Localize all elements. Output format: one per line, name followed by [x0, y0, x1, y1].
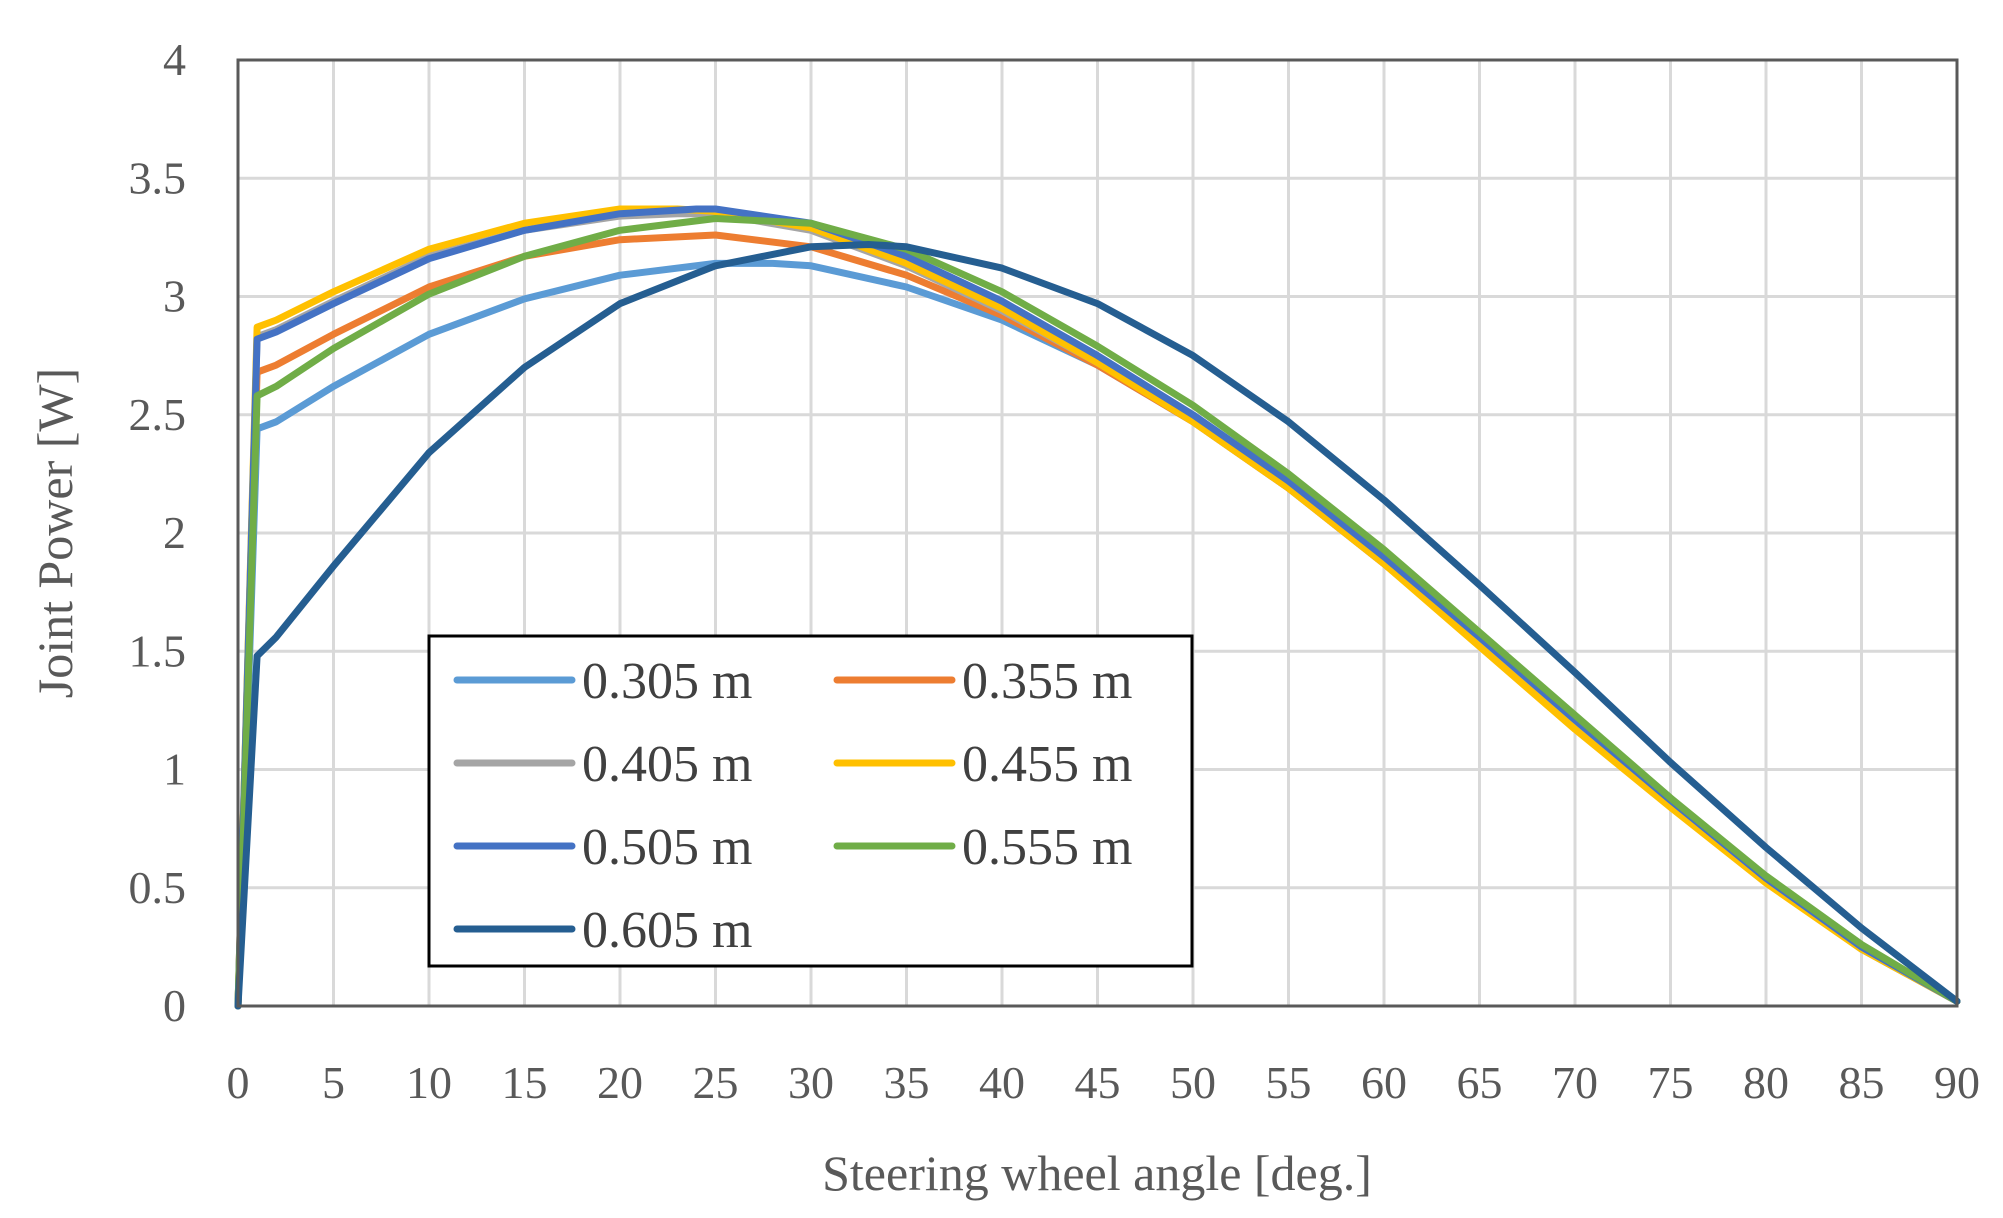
legend-label: 0.555 m — [962, 819, 1132, 876]
y-tick-label: 4 — [163, 34, 186, 85]
legend-label: 0.305 m — [582, 653, 752, 710]
series-line-0-455-m — [234, 205, 1961, 1010]
legend-label: 0.405 m — [582, 736, 752, 793]
legend-label: 0.505 m — [582, 819, 752, 876]
y-tick-label: 3 — [163, 271, 186, 322]
y-axis-ticks: 0 0.5 1 1.5 2 2.5 3 3.5 4 — [129, 34, 187, 1031]
x-axis-title: Steering wheel angle [deg.] — [822, 1145, 1372, 1201]
x-tick-label: 70 — [1552, 1057, 1598, 1108]
y-tick-label: 1 — [163, 744, 186, 795]
x-tick-label: 80 — [1743, 1057, 1789, 1108]
x-tick-label: 20 — [597, 1057, 643, 1108]
x-tick-label: 90 — [1934, 1057, 1980, 1108]
x-tick-label: 0 — [227, 1057, 250, 1108]
legend-box — [427, 634, 1194, 968]
x-tick-label: 55 — [1266, 1057, 1312, 1108]
x-tick-label: 30 — [788, 1057, 834, 1108]
y-tick-label: 0 — [163, 980, 186, 1031]
series-layer — [234, 205, 1961, 1010]
x-tick-label: 5 — [322, 1057, 345, 1108]
legend-label: 0.455 m — [962, 736, 1132, 793]
x-tick-label: 75 — [1648, 1057, 1694, 1108]
y-tick-label: 2.5 — [129, 389, 187, 440]
x-tick-label: 50 — [1170, 1057, 1216, 1108]
y-tick-label: 0.5 — [129, 862, 187, 913]
legend: 0.305 m 0.355 m 0.405 m 0.455 m 0.505 m 0.555… — [427, 634, 1194, 968]
x-tick-label: 25 — [693, 1057, 739, 1108]
y-tick-label: 2 — [163, 507, 186, 558]
x-tick-label: 10 — [406, 1057, 452, 1108]
x-tick-label: 45 — [1075, 1057, 1121, 1108]
x-tick-label: 15 — [502, 1057, 548, 1108]
series-line-0-555-m — [234, 215, 1961, 1010]
y-tick-label: 1.5 — [129, 625, 187, 676]
x-tick-label: 65 — [1457, 1057, 1503, 1108]
y-tick-label: 3.5 — [129, 152, 187, 203]
x-tick-label: 35 — [884, 1057, 930, 1108]
x-tick-label: 60 — [1361, 1057, 1407, 1108]
x-tick-label: 40 — [979, 1057, 1025, 1108]
legend-label: 0.355 m — [962, 653, 1132, 710]
x-tick-label: 85 — [1839, 1057, 1885, 1108]
plot-area-border — [236, 58, 1959, 1008]
x-axis-ticks: 0 5 10 15 20 25 30 35 40 45 50 55 60 65 70 75 80 85 90 — [227, 1057, 1981, 1108]
y-axis-title: Joint Power [W] — [27, 368, 83, 699]
legend-label: 0.605 m — [582, 902, 752, 959]
series-line-0-605-m — [234, 241, 1961, 1010]
